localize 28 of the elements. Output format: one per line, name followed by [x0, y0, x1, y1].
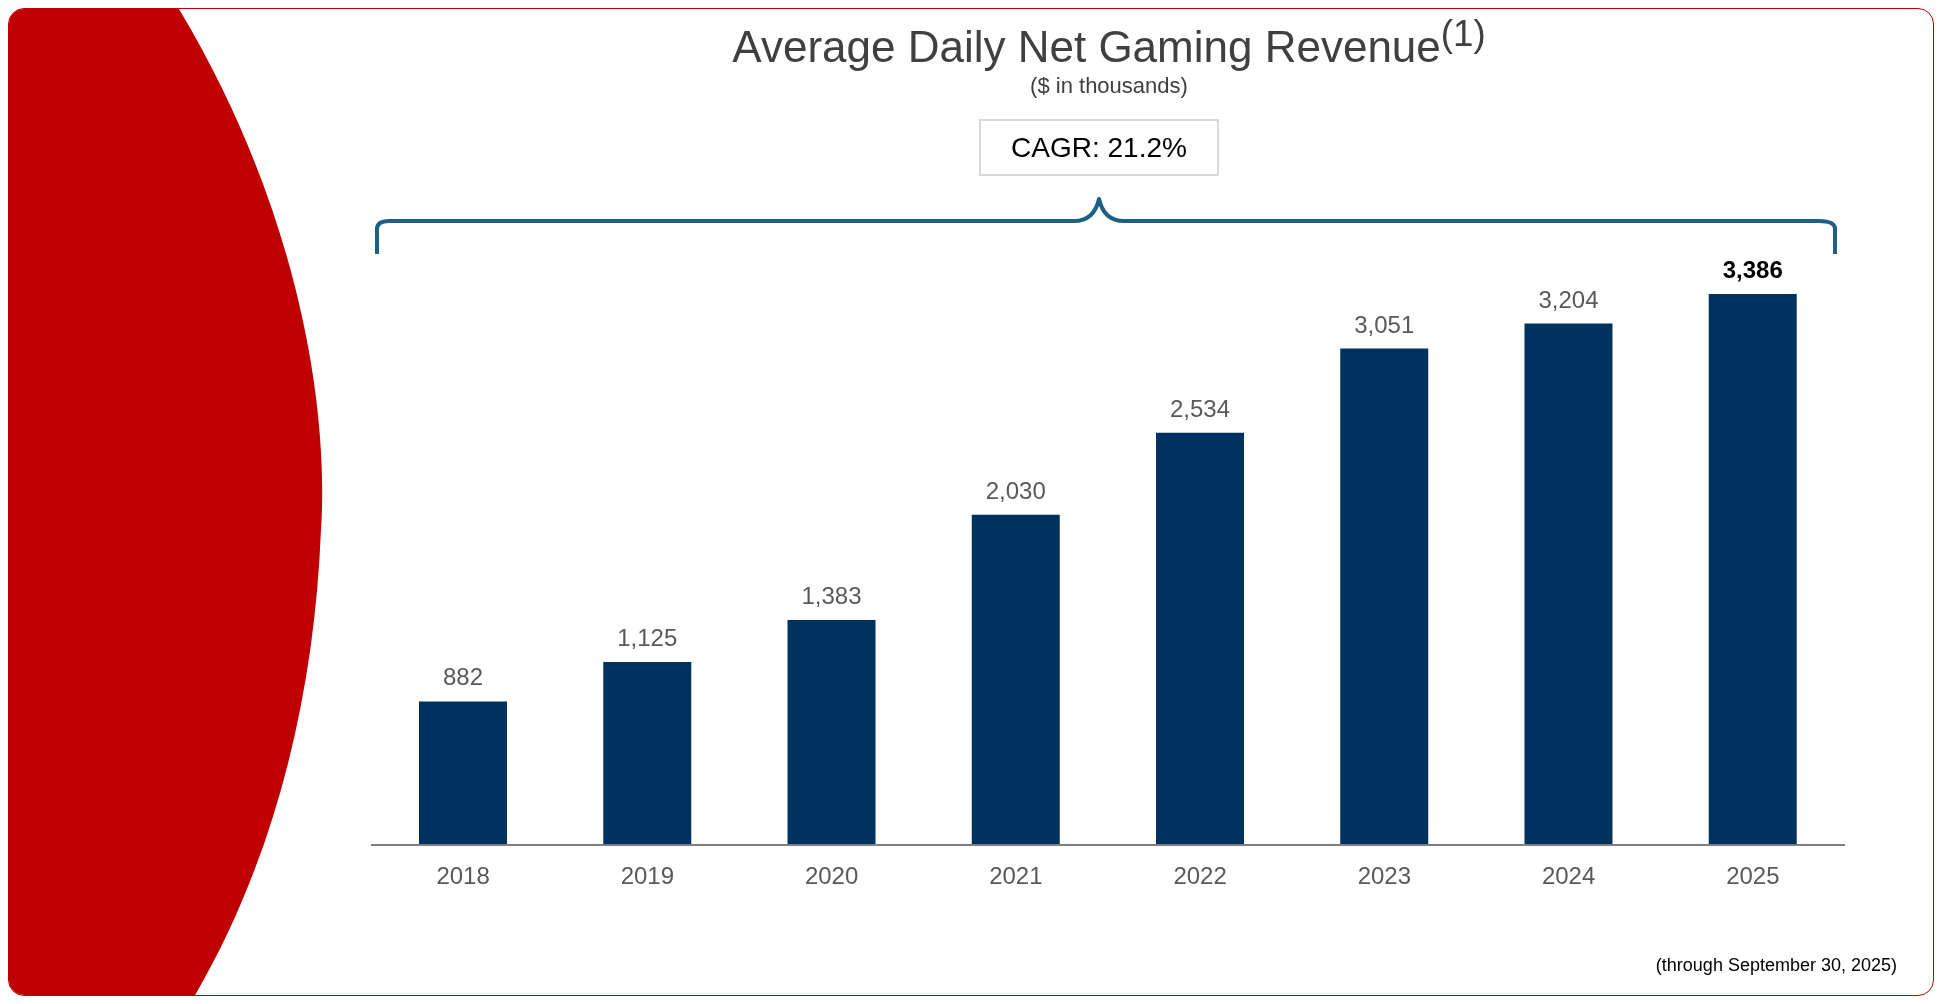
- data-label: 3,051: [1354, 310, 1415, 338]
- x-tick-label: 2023: [1357, 862, 1412, 890]
- bar: [1340, 348, 1429, 845]
- x-tick-label: 2024: [1541, 862, 1596, 890]
- bar: [1708, 294, 1797, 845]
- text: CAGR: 21.2%: [979, 119, 1219, 176]
- bar: [603, 661, 692, 845]
- chart-title: Average Daily Net Gaming Revenue$^{(1)}$: [731, 13, 1487, 72]
- chart-subtitle: ($ in thousands): [1029, 73, 1189, 99]
- x-tick-label: 2018: [436, 862, 490, 890]
- bar: [971, 514, 1060, 845]
- bar: [1156, 432, 1244, 845]
- data-label: 3,386: [1722, 256, 1783, 283]
- data-label: 1,383: [801, 581, 862, 609]
- bar: [1524, 323, 1613, 845]
- data-label: 2,534: [1169, 394, 1231, 422]
- text: (through September 30, 2025): [1655, 955, 1897, 976]
- x-tick-label: 2022: [1173, 862, 1227, 890]
- data-label: 1,125: [617, 623, 678, 651]
- data-label: 2,030: [985, 476, 1046, 504]
- x-tick-label: 2020: [804, 862, 859, 890]
- bar: [419, 701, 507, 845]
- data-label: 3,204: [1538, 285, 1599, 313]
- data-label: 882: [442, 663, 484, 691]
- bar: [787, 619, 876, 845]
- x-tick-label: 2025: [1726, 862, 1780, 890]
- x-tick-label: 2019: [620, 862, 675, 890]
- x-tick-label: 2021: [989, 862, 1043, 890]
